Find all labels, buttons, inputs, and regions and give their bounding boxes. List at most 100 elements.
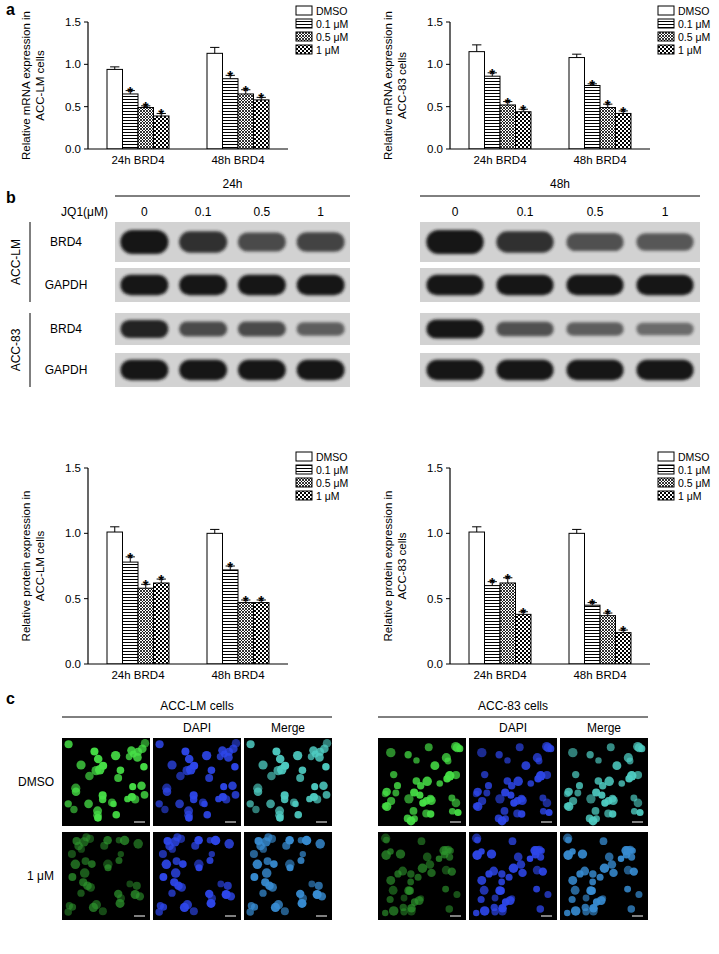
cell (404, 794, 413, 803)
x-tick-label: 48h BRD4 (573, 669, 627, 681)
cell (175, 799, 184, 808)
micrograph-bg (469, 832, 557, 920)
significance-mark: * (489, 574, 495, 591)
blot-band (426, 319, 483, 338)
cell (625, 775, 632, 782)
cell (82, 833, 90, 841)
cell (258, 760, 267, 769)
cell (322, 763, 329, 770)
cell (544, 743, 553, 752)
cell (156, 800, 163, 807)
cell (597, 896, 606, 905)
condition-label: 1 μM (27, 869, 54, 883)
y-tick (84, 533, 88, 534)
cell (159, 850, 167, 858)
cell (208, 767, 216, 775)
significance-mark: * (243, 82, 249, 99)
blot-band (120, 360, 168, 380)
cell (517, 860, 526, 869)
legend-swatch (296, 478, 312, 487)
cell (202, 751, 211, 760)
cell (539, 867, 547, 875)
micrograph (62, 738, 150, 826)
cell (563, 834, 572, 843)
legend-swatch (658, 452, 674, 461)
significance-mark: * (520, 604, 526, 621)
cell-line-label: ACC-LM (9, 239, 23, 285)
legend-label: 1 μM (678, 490, 702, 502)
y-tick-label: 0.0 (427, 658, 443, 670)
blot-band (426, 230, 483, 254)
dose-label: 0.5 (587, 205, 604, 219)
cell (564, 910, 570, 916)
channel-label: DAPI (499, 721, 527, 735)
y-axis (87, 22, 88, 149)
error-bar (110, 527, 119, 532)
y-tick (446, 598, 450, 599)
blot-membrane (115, 268, 350, 302)
error-bar (210, 529, 219, 533)
legend-label: 0.1 μM (678, 464, 710, 476)
cell (406, 887, 414, 895)
cell (481, 771, 488, 778)
blot-membrane (115, 353, 350, 387)
cell (583, 895, 590, 902)
legend-label: 0.1 μM (316, 464, 348, 476)
significance-mark: * (127, 83, 133, 100)
group-line (378, 717, 648, 718)
y-tick-label: 0.5 (427, 593, 443, 605)
micrograph (378, 738, 466, 826)
legend-swatch (296, 32, 312, 41)
dose-label: 1 (662, 205, 669, 219)
cell (272, 748, 280, 756)
cell (452, 771, 460, 779)
cell (163, 788, 172, 797)
cell (411, 815, 418, 822)
cell (571, 886, 580, 895)
cell (634, 771, 642, 779)
cell (514, 853, 523, 862)
significance-mark: * (620, 622, 626, 639)
protein-label: GAPDH (45, 278, 88, 292)
cell (250, 873, 258, 881)
cell (389, 886, 398, 895)
cell (390, 771, 397, 778)
cell (386, 748, 395, 757)
y-tick-label: 1.0 (427, 527, 443, 539)
cell (480, 906, 490, 916)
channel-label: Merge (271, 721, 305, 735)
cell (595, 777, 603, 785)
cell (207, 899, 216, 908)
blot-band (636, 233, 693, 251)
y-tick (84, 106, 88, 107)
blot-band (238, 360, 286, 380)
cell (498, 904, 507, 913)
cell (624, 753, 633, 762)
error-bar (472, 45, 481, 52)
scale-bar (225, 822, 236, 823)
bar (600, 108, 616, 149)
y-axis-label: Relative protein expression in (20, 491, 32, 642)
group-label: ACC-LM cells (160, 699, 233, 713)
cell (394, 782, 401, 789)
cell (91, 766, 100, 775)
cell (308, 881, 315, 888)
legend-swatch (296, 491, 312, 500)
cell (578, 849, 587, 858)
cell (118, 851, 124, 857)
bar (469, 532, 485, 664)
y-tick-label: 0.0 (65, 143, 81, 155)
error-bar (472, 527, 481, 532)
blot-membrane (115, 313, 350, 345)
significance-mark: * (143, 576, 149, 593)
cell (306, 796, 313, 803)
micrograph-bg (560, 738, 648, 826)
cell (514, 797, 522, 805)
cell (453, 743, 462, 752)
y-tick (446, 22, 450, 23)
cell (207, 837, 213, 843)
cell (569, 896, 576, 903)
cell (215, 796, 222, 803)
legend-label: 1 μM (316, 44, 340, 56)
x-axis (88, 663, 288, 664)
